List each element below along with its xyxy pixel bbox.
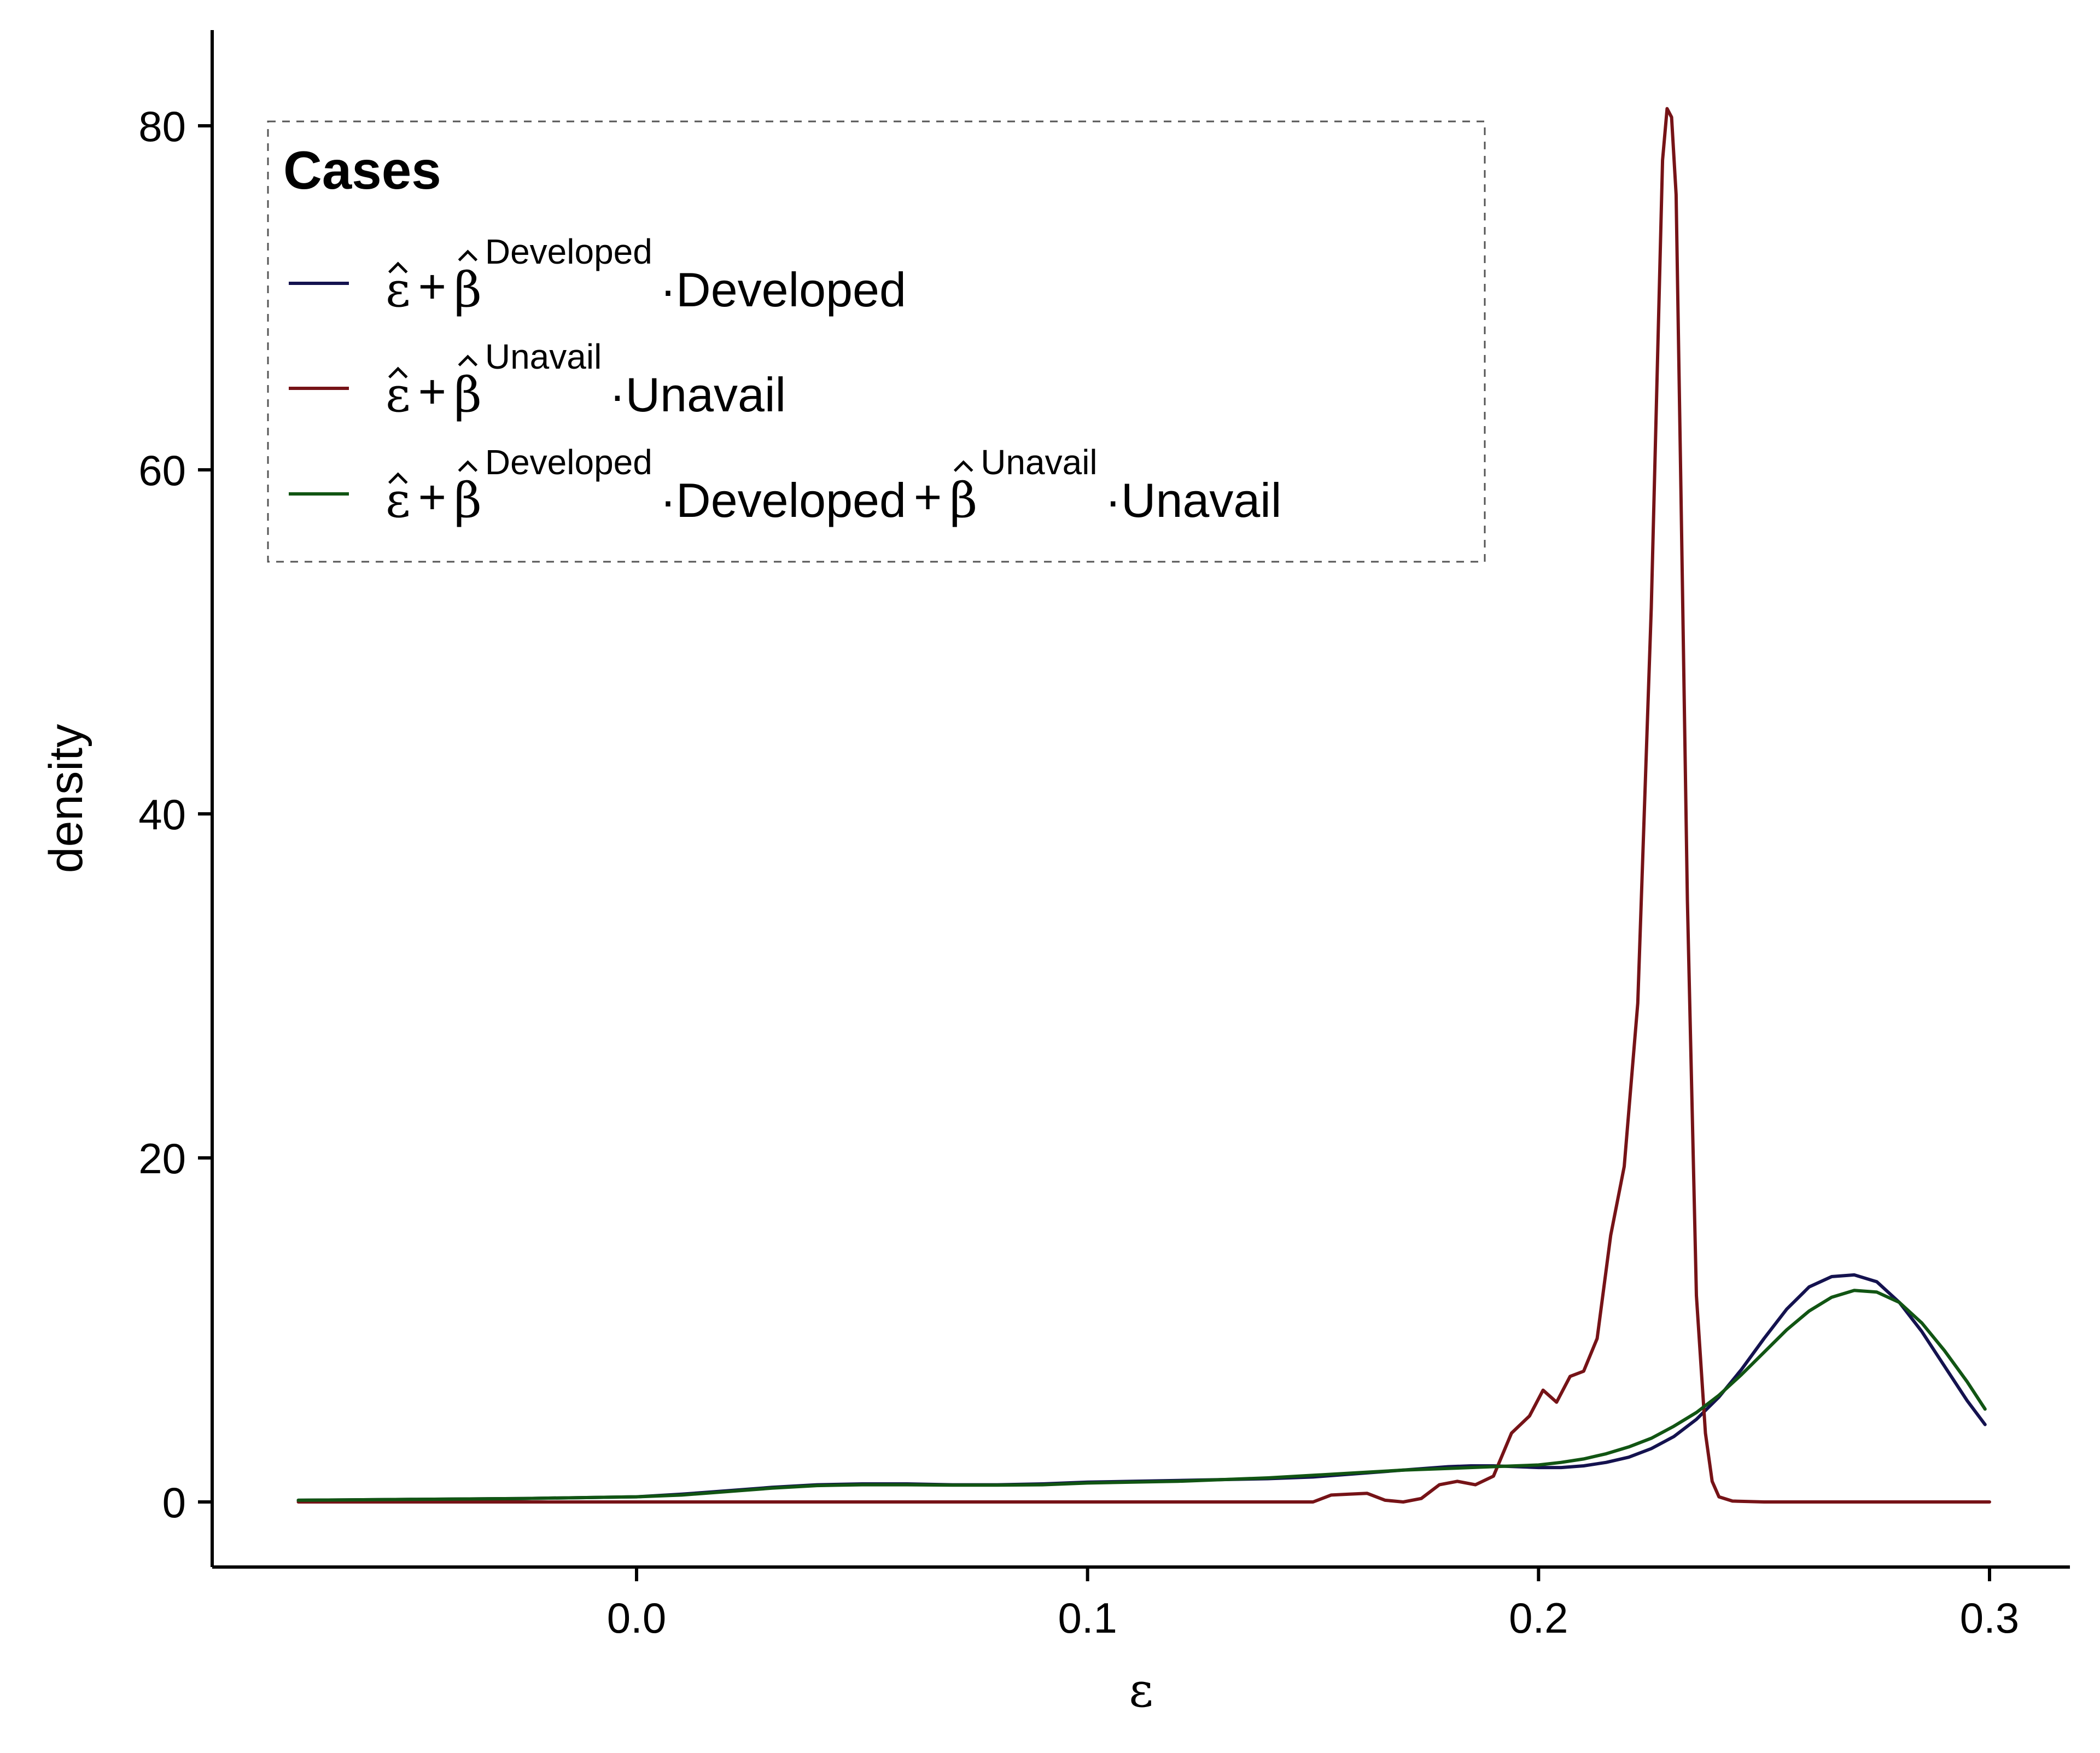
y-tick-label: 80 [138, 102, 186, 150]
series-line-3 [296, 1289, 1987, 1502]
legend-superscript: Developed [485, 442, 652, 482]
axis-titles: ε density [40, 724, 1153, 1718]
beta-hat-glyph: β [454, 261, 482, 318]
legend-superscript: Unavail [981, 442, 1097, 482]
legend-title: Cases [283, 140, 441, 200]
legend-border [267, 120, 1486, 563]
tick-labels: 0.0 0.1 0.2 0.3 0 20 40 60 80 [138, 102, 2019, 1642]
y-tick-label: 20 [138, 1134, 186, 1183]
hat-mark [388, 366, 408, 378]
beta-hat-glyph: β [454, 472, 482, 528]
legend-superscript: Developed [485, 232, 652, 271]
legend-term: ·Unavail [1105, 473, 1282, 527]
x-tick-label: 0.2 [1509, 1594, 1568, 1642]
plus-sign: + [418, 364, 446, 418]
hat-mark [953, 460, 973, 472]
legend-superscript: Unavail [485, 337, 602, 376]
hat-mark [458, 460, 478, 472]
epsilon-hat-glyph: ε [386, 366, 411, 423]
hat-mark [458, 354, 478, 366]
y-tick-label: 0 [162, 1478, 186, 1527]
epsilon-hat-glyph: ε [386, 472, 411, 528]
y-tick-label: 60 [138, 446, 186, 494]
legend-term: ·Developed [660, 473, 906, 527]
x-tick-label: 0.0 [607, 1594, 666, 1642]
x-tick-label: 0.1 [1058, 1594, 1117, 1642]
series-lines [296, 107, 1991, 1504]
x-tick-label: 0.3 [1960, 1594, 2019, 1642]
hat-mark [388, 261, 408, 273]
series-line-2 [296, 107, 1991, 1504]
hat-mark [458, 249, 478, 261]
beta-hat-glyph: β [454, 366, 482, 423]
plus-sign: + [418, 259, 446, 313]
beta-hat-glyph: β [949, 472, 977, 528]
y-tick-label: 40 [138, 790, 186, 838]
y-axis-title: density [40, 724, 92, 873]
plus-sign: + [914, 470, 942, 524]
legend-term: ·Unavail [609, 368, 786, 422]
axes [198, 30, 2070, 1581]
epsilon-hat-glyph: ε [386, 261, 411, 318]
legend-term: ·Developed [660, 263, 906, 317]
hat-mark [388, 472, 408, 484]
x-axis-title: ε [1129, 1663, 1153, 1718]
plus-sign: + [418, 470, 446, 524]
